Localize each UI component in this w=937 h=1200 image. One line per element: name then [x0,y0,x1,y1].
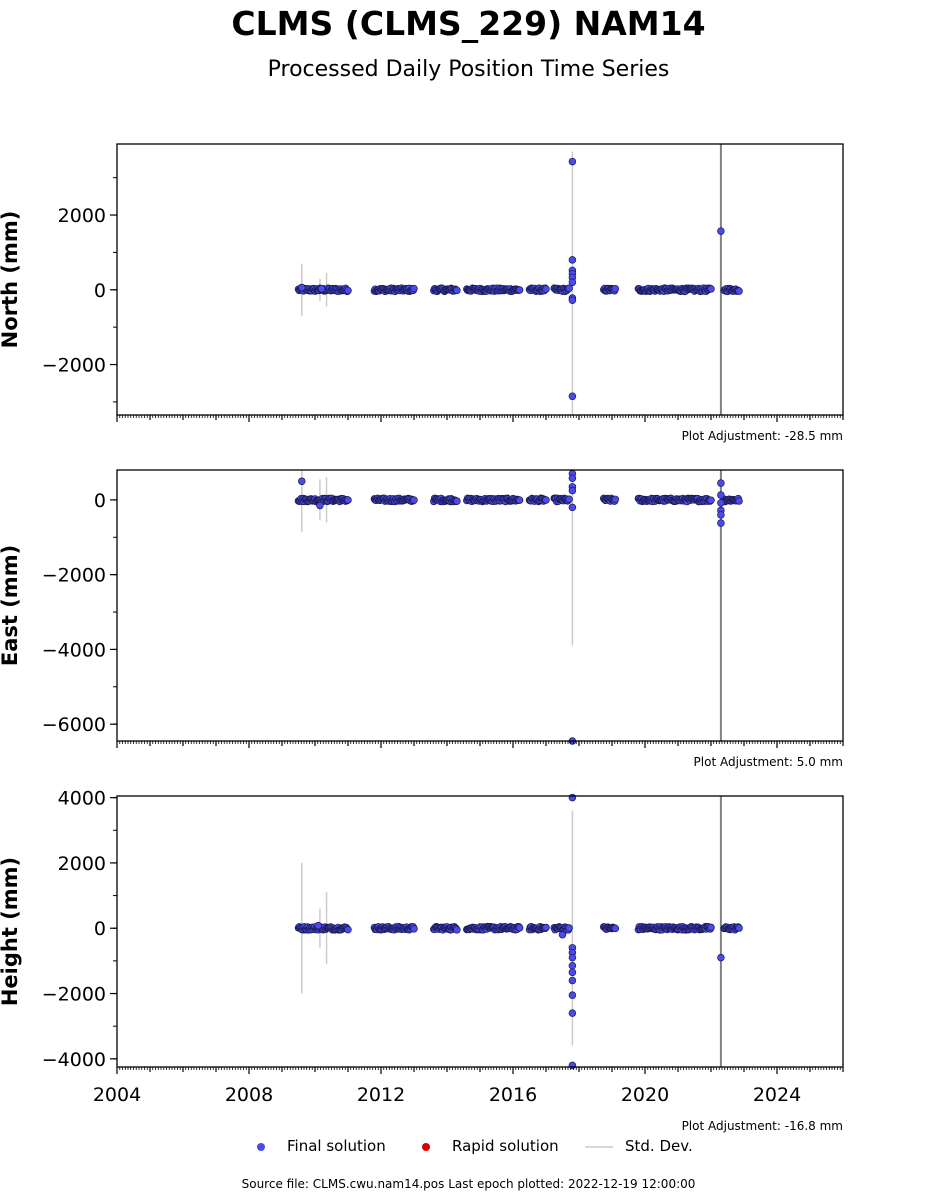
final-solution-point [565,924,573,932]
final-solution-point [568,256,577,264]
final-solution-point [542,285,550,293]
final-solution-point [568,503,577,512]
chart-title: CLMS (CLMS_229) NAM14 [231,4,706,43]
final-solution-point [568,1009,577,1017]
final-solution-point [717,519,725,527]
final-solution-point [344,496,352,504]
final-solution-point [453,497,461,505]
final-solution-point [568,968,577,977]
final-solution-point [568,157,577,166]
x-tick-label: 2004 [93,1084,141,1106]
final-solution-point [568,392,577,401]
final-solution-point [317,284,326,293]
final-solution-point [568,278,577,287]
final-solution-point [568,486,577,495]
y-tick-label: 0 [94,918,106,940]
final-solution-point [735,497,743,505]
y-axis-label: Height (mm) [0,857,22,1006]
legend-final-marker [257,1143,265,1151]
legend-final-label: Final solution [287,1137,386,1155]
final-solution-point [453,286,461,295]
final-solution-point [515,924,524,932]
y-tick-label: 2000 [58,853,106,875]
y-axis-label: East (mm) [0,545,22,666]
x-tick-label: 2016 [489,1084,537,1106]
y-tick-label: 2000 [58,205,106,227]
plot-adjustment-label: Plot Adjustment: -28.5 mm [682,429,843,443]
final-solution-point [568,1061,577,1070]
final-solution-point [298,283,306,292]
plot-frame [116,143,844,416]
final-solution-point [717,479,725,487]
panel-2: −4000 −2000 0 2000 4000 2004 2008 2012 2016 2020 2… [0,788,844,1133]
final-solution-point [316,501,324,510]
legend-markers [257,1143,613,1151]
y-tick-label: 0 [94,490,106,512]
final-solution-point [568,793,577,802]
final-solution-point [611,495,620,504]
plot-adjustment-label: Plot Adjustment: -16.8 mm [682,1119,843,1133]
x-tick-label: 2008 [225,1084,273,1106]
x-tick-label: 2012 [357,1084,405,1106]
final-solution-point [453,926,461,934]
y-tick-label: −4000 [42,639,106,661]
final-solution-point [568,991,577,999]
final-solution-point [717,499,725,507]
final-solution-point [717,953,725,962]
legend-rapid-marker [422,1143,430,1151]
final-solution-point [314,921,323,930]
chart-subtitle: Processed Daily Position Time Series [267,57,670,82]
final-solution-point [344,286,352,295]
final-solution-point [558,931,567,939]
final-solution-point [410,496,418,504]
x-tick-label: 2020 [621,1084,669,1106]
x-tick-label: 2024 [753,1084,801,1106]
final-solution-point [611,924,620,933]
final-solution-point [611,284,620,293]
final-solution-point [565,495,573,504]
panel-1: −6000 −4000 −2000 0 East (mm) Plot Adjustment… [0,469,844,769]
final-solution-point [735,924,743,932]
final-solution-point [410,284,418,293]
y-tick-label: −4000 [42,1049,106,1071]
final-solution-point [707,285,715,293]
y-tick-label: −6000 [42,714,106,736]
legend-rapid-label: Rapid solution [452,1137,559,1155]
y-tick-label: 0 [94,280,106,302]
final-solution-point [515,286,524,294]
y-tick-label: 4000 [58,788,106,810]
legend-stddev-label: Std. Dev. [625,1137,693,1155]
final-solution-point [717,511,725,519]
y-axis-label: North (mm) [0,211,22,349]
final-solution-point [344,925,352,934]
final-solution-point [568,474,577,482]
plot-frame [116,469,844,742]
final-solution-point [298,477,306,485]
final-solution-point [568,962,577,970]
final-solution-point [717,491,725,499]
final-solution-point [735,287,743,295]
final-solution-point [707,923,715,932]
y-tick-label: −2000 [42,984,106,1006]
final-solution-point [410,925,418,933]
final-solution-point [515,496,524,504]
final-solution-point [717,227,725,235]
legend: Final solution Rapid solution Std. Dev. [0,1137,937,1157]
final-solution-point [568,953,577,962]
final-solution-point [707,496,715,504]
final-solution-point [542,496,550,504]
final-solution-point [568,296,577,304]
y-tick-label: −2000 [42,355,106,377]
panel-0: −2000 0 2000 North (mm) Plot Adjustment: -28… [0,143,844,443]
final-solution-point [568,976,577,985]
final-solution-point [542,923,550,932]
final-solution-point [565,284,573,293]
source-footer: Source file: CLMS.cwu.nam14.pos Last epo… [241,1177,696,1191]
plot-adjustment-label: Plot Adjustment: 5.0 mm [694,755,843,769]
y-tick-label: −2000 [42,565,106,587]
